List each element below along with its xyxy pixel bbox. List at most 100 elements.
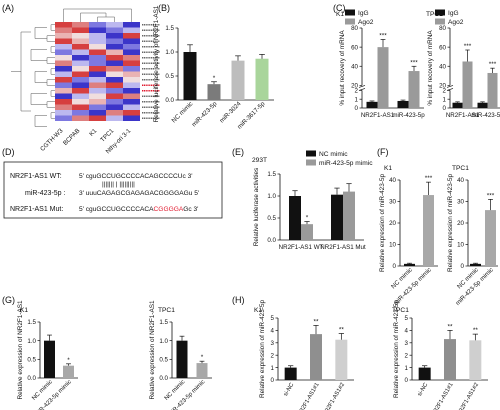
y-tick-label: 0	[443, 105, 447, 112]
bar	[404, 263, 415, 266]
heatmap-cell	[89, 88, 106, 94]
heatmap-cell	[72, 77, 89, 83]
dendrogram-branch	[97, 16, 115, 22]
y-tick-label: 40	[389, 177, 396, 184]
legend-label: Ago2	[448, 19, 464, 26]
significance-marker: **	[339, 327, 344, 334]
y-tick-label: 1	[355, 96, 359, 103]
heatmap-cell	[89, 49, 106, 55]
dendrogram-branch	[63, 8, 132, 22]
heatmap-cell	[72, 93, 89, 99]
sequence-box	[3, 161, 223, 219]
heatmap-cell	[55, 110, 72, 116]
panel-label-a: (A)	[2, 3, 14, 13]
heatmap-cell	[55, 82, 72, 88]
heatmap-cell	[106, 82, 123, 88]
legend-swatch	[306, 150, 316, 157]
significance-marker: *	[213, 75, 216, 82]
significance-marker: **	[473, 327, 478, 334]
bar	[196, 363, 208, 378]
heatmap-cell	[55, 55, 72, 61]
bar	[469, 340, 482, 380]
chart-title: K1	[384, 165, 392, 172]
bar	[207, 84, 221, 100]
bar	[284, 367, 297, 380]
heatmap-cell	[89, 22, 106, 28]
y-tick-label: 1	[405, 365, 409, 372]
heatmap-cell	[106, 27, 123, 33]
y-tick-label: 0.0	[267, 237, 276, 244]
heatmap-cell	[123, 115, 140, 121]
panel-label-f: (F)	[377, 147, 389, 157]
chart-title: K1	[20, 307, 28, 314]
y-tick-label: 1.0	[159, 338, 168, 345]
x-tick-label: si-NR2F1-AS1#2	[319, 382, 346, 410]
heatmap-cell	[72, 115, 89, 121]
bar	[343, 191, 355, 240]
heatmap-cell	[89, 55, 106, 61]
panel-label-e: (E)	[232, 147, 244, 157]
dendrogram-branch	[34, 115, 47, 127]
y-tick-label: 30	[389, 199, 396, 206]
panel-label-h: (H)	[232, 295, 245, 305]
significance-marker: ***	[489, 61, 497, 68]
heatmap-cell	[89, 60, 106, 66]
y-tick-label: 60	[351, 44, 358, 51]
heatmap-cell	[89, 93, 106, 99]
y-axis-label: % input recovery of mRNA	[427, 30, 434, 106]
heatmap-cell	[55, 60, 72, 66]
heatmap-cell	[72, 88, 89, 94]
heatmap-panel: CGTH-W3 BCPAB K1 TPC1 Nthy-ori 3-1	[11, 8, 160, 155]
heatmap-cell	[123, 49, 140, 55]
dendrogram-branch	[30, 93, 47, 105]
bar	[331, 194, 343, 240]
chart-title: K1	[336, 11, 344, 18]
bar	[231, 60, 245, 100]
bar	[255, 58, 269, 100]
bar	[418, 367, 431, 380]
heatmap-cell	[55, 104, 72, 110]
heatmap-cell	[89, 110, 106, 116]
x-tick-label: NR2F1-AS1	[361, 112, 395, 119]
heatmap-cells	[55, 22, 140, 121]
y-tick-label: 0	[405, 377, 409, 384]
heatmap-cell	[106, 22, 123, 28]
heatmap-cell	[72, 104, 89, 110]
dendrogram-branch	[50, 46, 55, 53]
y-axis-label: Relative luciferase activity of NR2F1-AS…	[153, 5, 160, 122]
heatmap-cell	[72, 22, 89, 28]
chart-e-293t: 0.0 0.5 1.0 1.5 Relative luciferase activiti…	[252, 150, 373, 251]
heatmap-cell	[106, 66, 123, 72]
sequence-alignment-panel: NR2F1-AS1 WT: 5' cguGCCUGCCCCACAGCCCCUc …	[3, 161, 223, 219]
mut-sequence-suffix: Gc 3'	[183, 206, 198, 213]
heatmap-cell	[55, 77, 72, 83]
mut-sequence: 5' cguGCCUGCCCCACACGGGGAGc 3'	[79, 206, 198, 213]
legend-swatch	[345, 9, 355, 16]
heatmap-col-label-1: BCPAB	[62, 127, 81, 146]
heatmap-cell	[106, 55, 123, 61]
chart-title: TPC1	[452, 165, 469, 172]
chart-title: TPC1	[392, 307, 409, 314]
y-tick-label: 1.5	[267, 171, 276, 178]
heatmap-col-label-0: CGTH-W3	[39, 127, 65, 153]
dendrogram-branch	[46, 57, 55, 64]
y-tick-label: 0.5	[159, 357, 168, 364]
y-tick-label: 0.5	[27, 357, 36, 364]
y-tick-label: 2	[271, 352, 275, 359]
heatmap-cell	[89, 82, 106, 88]
bar	[452, 102, 463, 108]
heatmap-cell	[106, 88, 123, 94]
heatmap-cell	[89, 99, 106, 105]
bar	[485, 210, 496, 266]
heatmap-cell	[123, 82, 140, 88]
y-tick-label: 40	[439, 63, 446, 70]
heatmap-cell	[89, 44, 106, 50]
significance-marker: ***	[464, 43, 472, 50]
heatmap-cell	[55, 33, 72, 39]
heatmap-cell	[89, 38, 106, 44]
x-tick-label: miR-423-5p	[471, 112, 500, 119]
y-tick-label: 1.5	[165, 25, 174, 32]
